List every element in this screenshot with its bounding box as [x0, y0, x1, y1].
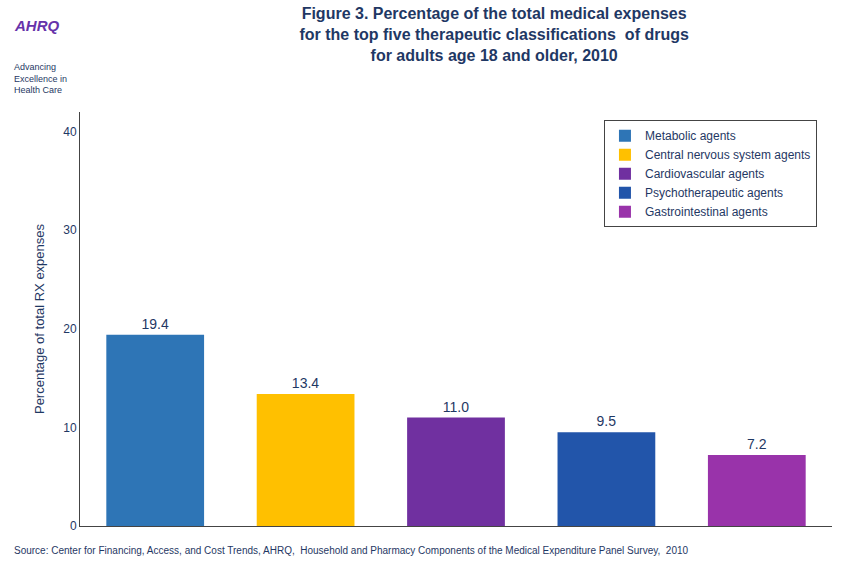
svg-text:0: 0 [70, 519, 77, 533]
svg-text:Percentage of total RX expense: Percentage of total RX expenses [32, 223, 47, 414]
svg-text:11.0: 11.0 [443, 399, 469, 415]
svg-text:Source: Center for Financing,: Source: Center for Financing, Access, an… [14, 545, 689, 556]
svg-text:AdvancingExcellence inHealth C: AdvancingExcellence inHealth Care [14, 62, 67, 95]
svg-text:Figure 3. Percentage of the to: Figure 3. Percentage of the total medica… [299, 5, 689, 64]
svg-text:20: 20 [63, 322, 77, 336]
svg-text:10: 10 [63, 421, 77, 435]
svg-text:9.5: 9.5 [597, 413, 617, 429]
svg-text:Gastrointestinal agents: Gastrointestinal agents [645, 205, 768, 219]
svg-text:Central nervous system agents: Central nervous system agents [645, 148, 810, 162]
svg-text:19.4: 19.4 [141, 316, 168, 332]
svg-text:AHRQ: AHRQ [14, 17, 59, 34]
svg-text:Cardiovascular agents: Cardiovascular agents [645, 167, 764, 181]
svg-text:7.2: 7.2 [747, 436, 767, 452]
svg-text:Psychotherapeutic agents: Psychotherapeutic agents [645, 186, 783, 200]
svg-text:13.4: 13.4 [292, 375, 319, 391]
svg-text:Metabolic agents: Metabolic agents [645, 129, 736, 143]
svg-text:30: 30 [63, 223, 77, 237]
svg-text:40: 40 [63, 125, 77, 139]
